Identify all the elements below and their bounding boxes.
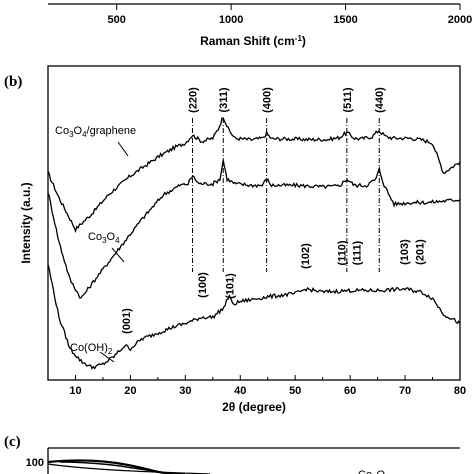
panel-c-y-tick-label: 100 <box>26 457 44 469</box>
panel-c-curve-3 <box>47 463 211 474</box>
series-label-co3o4: Co3O4 <box>88 231 120 245</box>
peak-label-bottom: (110) <box>336 240 348 265</box>
panel-b-x-tick-label: 20 <box>124 385 136 397</box>
panel-c-label: (c) <box>4 434 21 450</box>
panel-b-label: (b) <box>4 74 22 90</box>
series-pointer-co3o4-graphene <box>117 141 129 157</box>
peak-label-bottom: (103) <box>399 239 411 265</box>
series-line-1 <box>47 160 461 299</box>
peak-label-bottom: (111) <box>352 240 364 265</box>
series-pointer-cooh2 <box>99 351 115 363</box>
panel-b-y-axis-title: Intensity (a.u.) <box>19 182 33 263</box>
panel-a-x-axis-title: Raman Shift (cm-1) <box>200 34 306 49</box>
series-line-0 <box>47 117 461 234</box>
panel-b-x-tick-label: 80 <box>454 385 466 397</box>
panel-c-series-label: Co3O <box>358 469 386 474</box>
panel-b-x-tick-label: 40 <box>234 385 246 397</box>
panel-b: (b) (220) (311) (400) (511) (440) (001) (100)… <box>4 65 466 414</box>
series-label-co3o4-graphene: Co3O4/graphene <box>55 125 136 139</box>
panel-c: (c) 100 Co3O <box>4 434 460 474</box>
panel-a-x-tick-label: 2000 <box>448 14 472 26</box>
peak-label-top: (440) <box>374 87 386 113</box>
series-label-cooh2: Co(OH)2 <box>70 342 113 356</box>
panel-a: 500 1000 1500 2000 Raman Shift (cm-1) <box>48 3 472 49</box>
peak-label-top: (400) <box>262 87 274 113</box>
peak-label-bottom: (101) <box>224 273 236 299</box>
peak-label-top: (311) <box>218 87 230 112</box>
peak-label-bottom: (102) <box>300 243 312 269</box>
peak-label-bottom: (001) <box>121 308 133 334</box>
peak-label-top: (511) <box>342 87 354 112</box>
panel-b-x-tick-label: 50 <box>289 385 301 397</box>
panel-a-x-tick-label: 500 <box>107 14 125 26</box>
panel-b-x-tick-label: 60 <box>344 385 356 397</box>
series-pointer-co3o4 <box>111 247 125 263</box>
series-line-2 <box>47 264 461 370</box>
panel-b-frame <box>47 65 461 381</box>
panel-b-x-tick-label: 10 <box>69 385 81 397</box>
panel-b-x-axis-title: 2θ (degree) <box>222 400 286 414</box>
panel-a-x-tick-label: 1000 <box>219 14 243 26</box>
panel-b-x-tick-label: 30 <box>179 385 191 397</box>
peak-label-bottom: (201) <box>414 239 426 265</box>
peak-label-top: (220) <box>187 87 199 113</box>
panel-a-x-tick-label: 1500 <box>333 14 357 26</box>
peak-label-bottom: (100) <box>197 272 209 298</box>
panel-b-x-tick-label: 70 <box>399 385 411 397</box>
